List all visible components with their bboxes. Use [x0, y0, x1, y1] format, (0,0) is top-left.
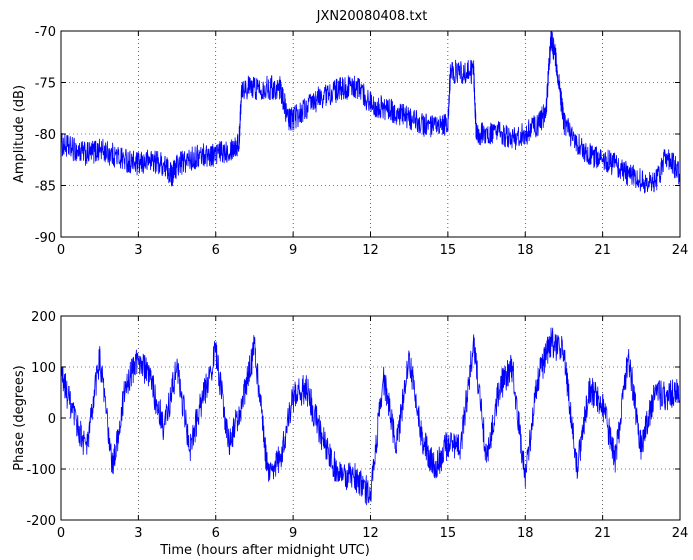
y-tick-label: 100: [31, 361, 56, 376]
phase-axes: 0 3 6 9 12 15 18 21 24 -200 -100 0 100 200 Phase (de…: [12, 310, 688, 558]
y-tick-label: -75: [35, 77, 56, 92]
amplitude-series: [61, 31, 680, 194]
x-tick-label: 12: [362, 243, 379, 258]
x-tick-label: 6: [212, 243, 220, 258]
x-tick-label: 18: [517, 526, 534, 541]
phase-y-axis-label: Phase (degrees): [12, 365, 27, 470]
phase-series: [61, 327, 680, 506]
x-tick-label: 24: [672, 243, 689, 258]
y-tick-label: -80: [35, 128, 56, 143]
phase-x-axis-label: Time (hours after midnight UTC): [159, 543, 370, 558]
amplitude-axes: JXN20080408.txt 0 3 6 9 12 15 18 21 24 -90 -85 -80…: [12, 9, 688, 258]
x-tick-label: 3: [134, 243, 142, 258]
x-tick-label: 0: [57, 243, 65, 258]
series-line: [61, 327, 680, 506]
y-tick-label: 200: [31, 310, 56, 325]
y-tick-label: -100: [26, 463, 56, 478]
x-tick-label: 0: [57, 526, 65, 541]
phase-y-ticks: -200 -100 0 100 200: [26, 310, 680, 529]
amplitude-x-ticks: 0 3 6 9 12 15 18 21 24: [57, 31, 688, 258]
y-tick-label: -200: [26, 514, 56, 529]
y-tick-label: -70: [35, 25, 56, 40]
x-tick-label: 12: [362, 526, 379, 541]
x-tick-label: 21: [594, 243, 611, 258]
chart-title: JXN20080408.txt: [316, 9, 428, 24]
y-tick-label: 0: [48, 412, 56, 427]
amplitude-y-ticks: -90 -85 -80 -75 -70: [35, 25, 680, 246]
x-tick-label: 15: [440, 243, 457, 258]
x-tick-label: 15: [440, 526, 457, 541]
x-tick-label: 9: [289, 526, 297, 541]
x-tick-label: 21: [594, 526, 611, 541]
y-tick-label: -85: [35, 180, 56, 195]
x-tick-label: 3: [134, 526, 142, 541]
phase-x-ticks: 0 3 6 9 12 15 18 21 24: [57, 316, 688, 541]
x-tick-label: 6: [212, 526, 220, 541]
x-tick-label: 9: [289, 243, 297, 258]
y-tick-label: -90: [35, 231, 56, 246]
x-tick-label: 18: [517, 243, 534, 258]
x-tick-label: 24: [672, 526, 689, 541]
series-line: [61, 31, 680, 194]
amplitude-y-axis-label: Amplitude (dB): [12, 85, 27, 183]
